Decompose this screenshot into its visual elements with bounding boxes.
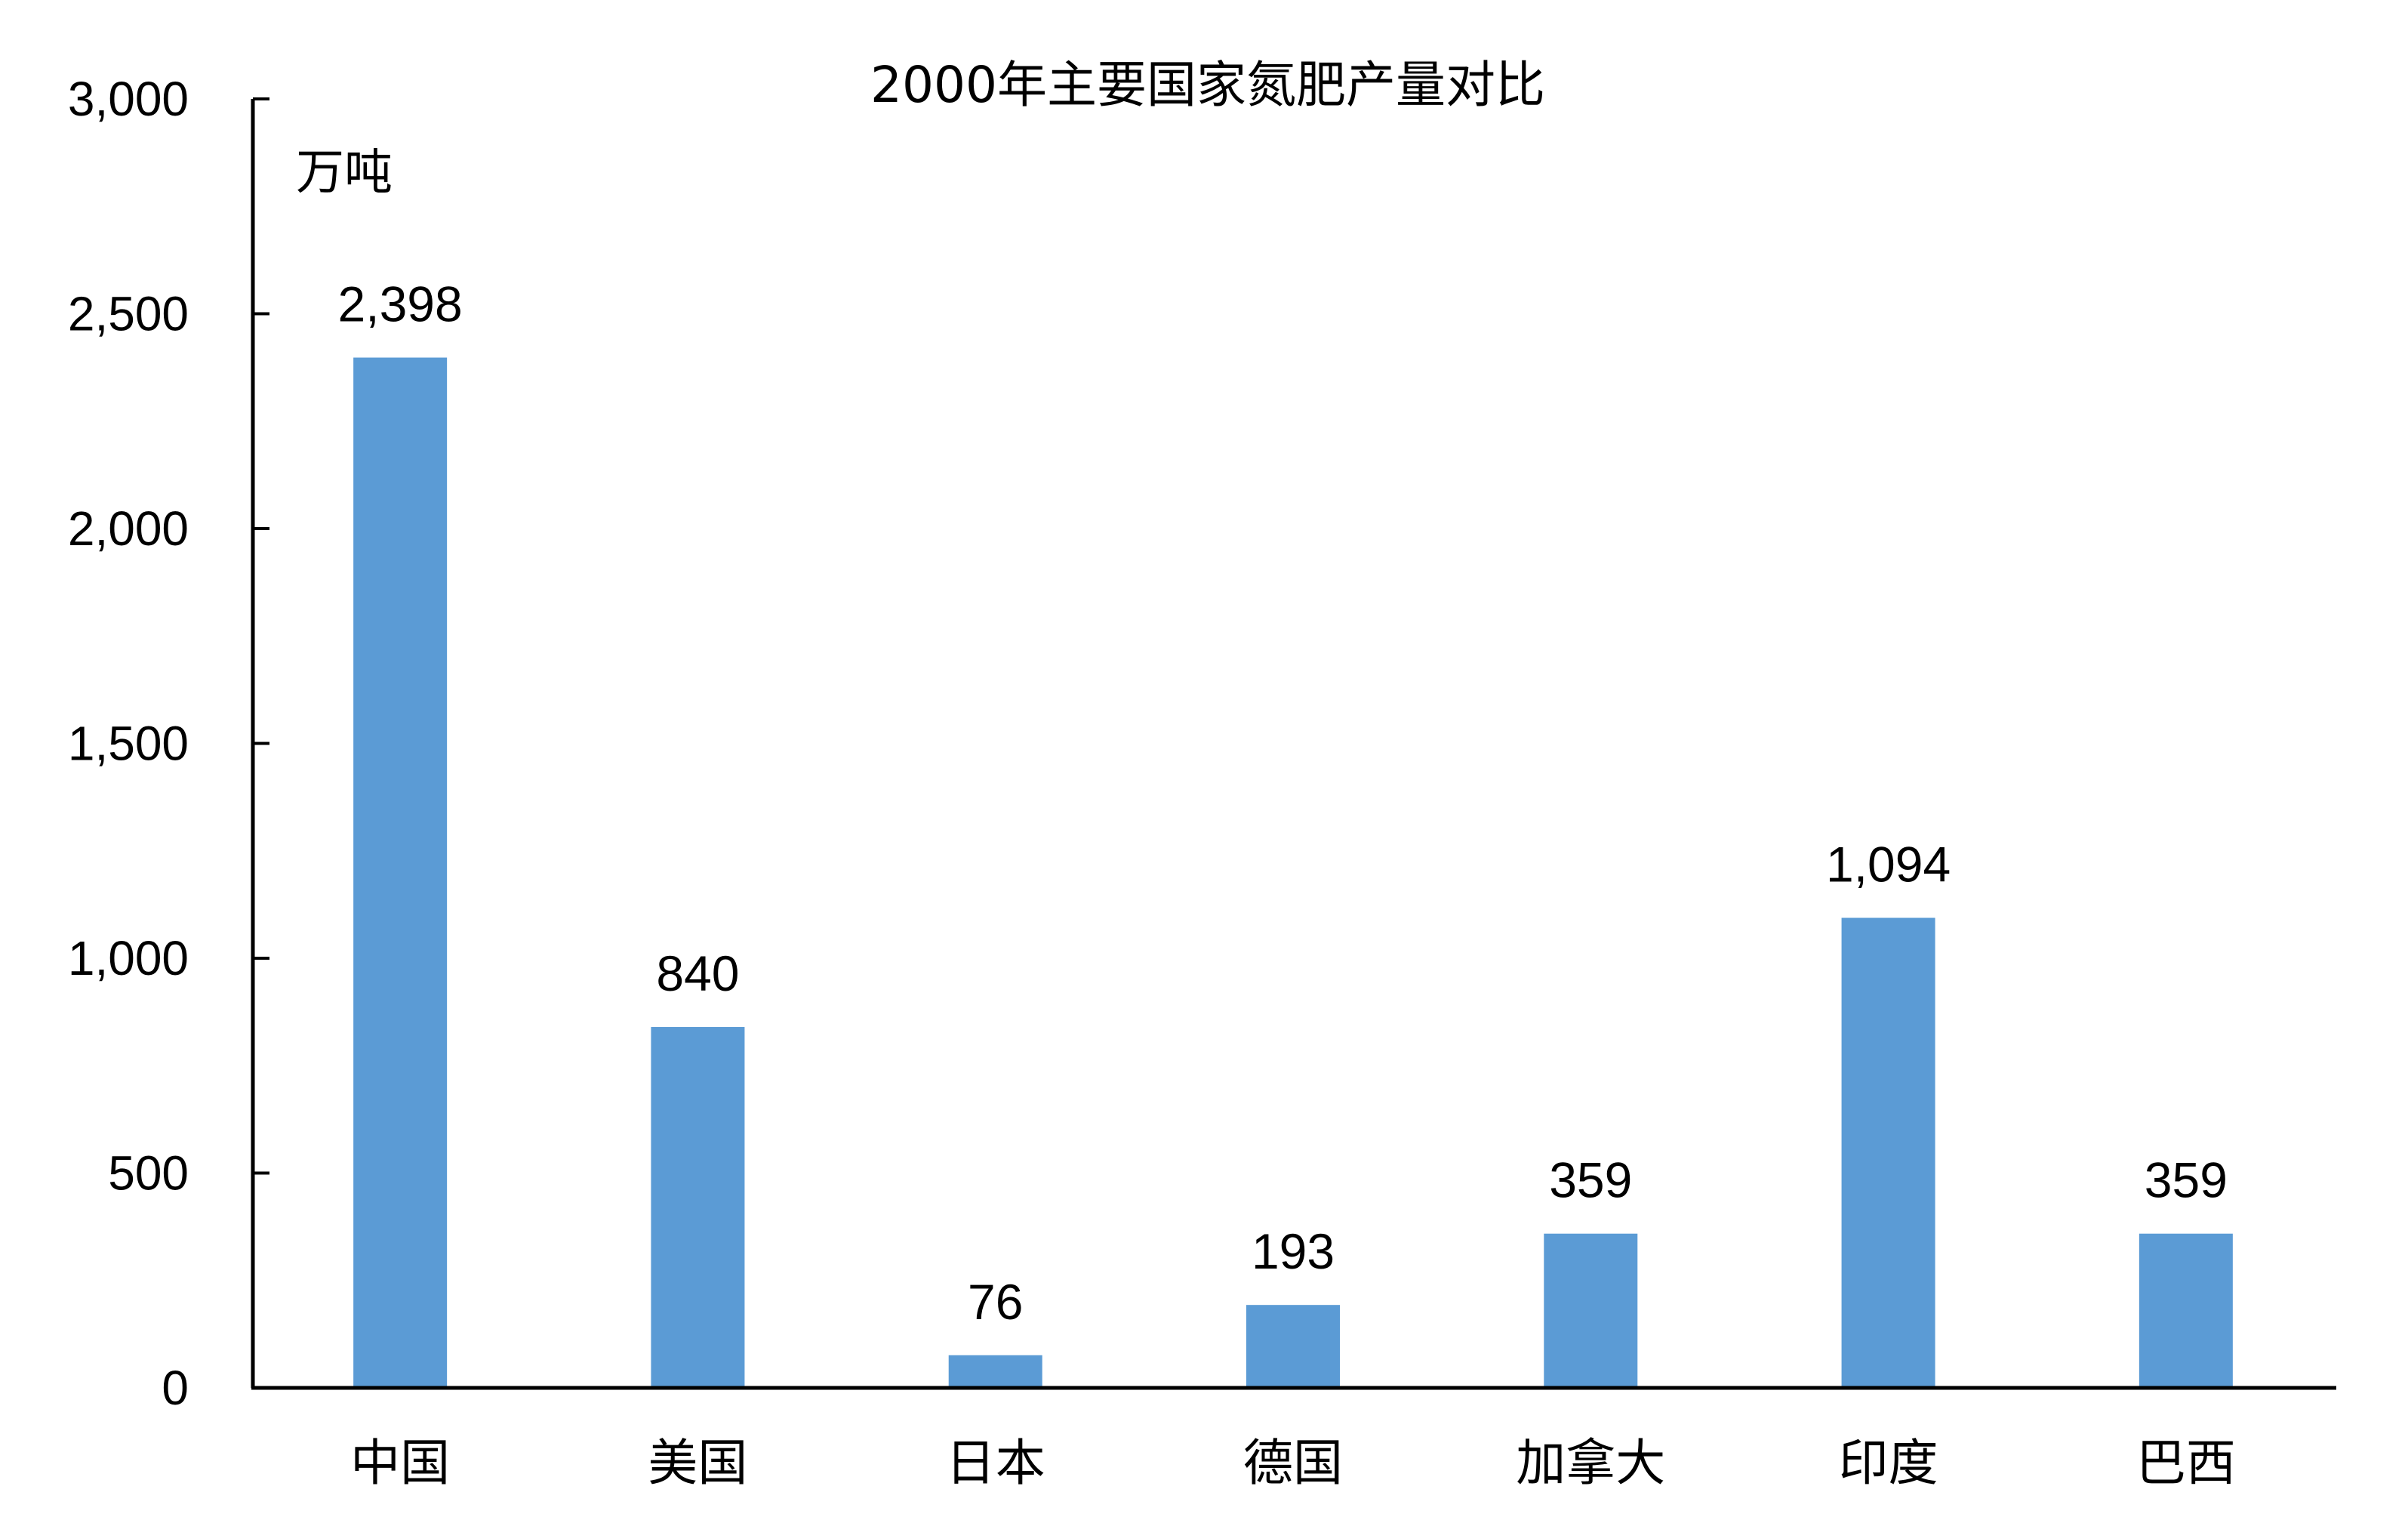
bar-value-label: 359 (2145, 1152, 2228, 1208)
x-category-label: 德国 (1243, 1434, 1343, 1492)
bar-value-label: 359 (1549, 1152, 1632, 1208)
bar-value-label: 840 (656, 945, 739, 1001)
bar-2 (948, 1355, 1042, 1388)
bar-value-label: 1,094 (1826, 837, 1951, 893)
x-category-label: 印度 (1839, 1434, 1938, 1492)
x-category-label: 中国 (350, 1434, 450, 1492)
x-category-label: 日本 (946, 1434, 1045, 1492)
x-category-label: 巴西 (2136, 1434, 2236, 1492)
y-tick-label: 2,500 (68, 287, 189, 341)
bar-6 (2139, 1233, 2233, 1388)
y-tick-label: 2,000 (68, 501, 189, 556)
bar-value-label: 193 (1252, 1223, 1335, 1279)
y-tick-label: 1,500 (68, 717, 189, 771)
bar-series (353, 357, 2233, 1389)
y-tick-label: 0 (162, 1361, 189, 1415)
bar-value-label: 2,398 (338, 276, 463, 332)
bar-5 (1841, 917, 1935, 1388)
y-tick-label: 1,000 (68, 931, 189, 985)
bar-value-labels: 2,398 840 76 193 359 1,094 359 (338, 276, 2228, 1330)
x-axis-category-labels: 中国 美国 日本 德国 加拿大 印度 巴西 (350, 1434, 2236, 1492)
y-axis-ticks: 0 500 1,000 1,500 2,000 2,500 3,000 (68, 72, 269, 1415)
bar-0 (353, 357, 448, 1389)
y-axis-unit-label: 万吨 (296, 145, 393, 201)
chart-title: 2000年主要国家氮肥产量对比 (870, 56, 1545, 114)
bar-value-label: 76 (968, 1274, 1023, 1330)
x-category-label: 加拿大 (1516, 1434, 1665, 1492)
bar-4 (1544, 1233, 1638, 1388)
bar-3 (1246, 1305, 1340, 1388)
x-category-label: 美国 (648, 1434, 747, 1492)
y-tick-label: 3,000 (68, 72, 189, 126)
y-tick-label: 500 (108, 1146, 189, 1201)
bar-1 (651, 1027, 745, 1388)
